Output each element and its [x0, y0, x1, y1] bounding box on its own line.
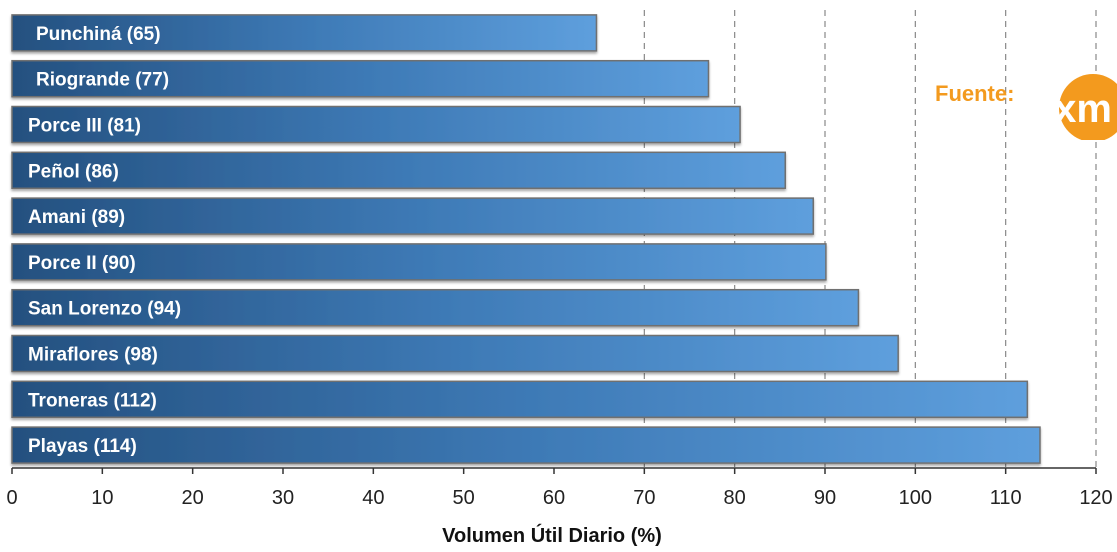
bar-label-9: Playas (114) — [28, 436, 137, 457]
x-tick-label-30: 30 — [272, 487, 294, 509]
bar-3 — [11, 151, 787, 190]
x-axis-title: Volumen Útil Diario (%) — [442, 523, 662, 547]
bar-5 — [11, 243, 827, 281]
source-label: Fuente: — [935, 81, 1015, 106]
bar-1 — [11, 59, 710, 98]
bar-label-1: Riogrande (77) — [36, 70, 169, 91]
bar-label-8: Troneras (112) — [28, 390, 157, 411]
bar-8 — [11, 380, 1029, 419]
x-tick-label-10: 10 — [91, 487, 113, 509]
bar-4 — [11, 197, 815, 235]
x-tick-label-70: 70 — [633, 487, 655, 509]
x-tick-label-50: 50 — [453, 487, 475, 509]
bar-label-4: Amani (89) — [28, 207, 125, 228]
bar-label-3: Peñol (86) — [28, 161, 119, 182]
bar-2 — [11, 105, 741, 144]
bar-label-0: Punchiná (65) — [36, 24, 161, 45]
x-tick-label-100: 100 — [899, 487, 932, 509]
bar-label-7: Miraflores (98) — [28, 345, 158, 366]
bar-9 — [11, 426, 1041, 464]
xm-logo: xm — [1054, 74, 1117, 140]
x-tick-label-60: 60 — [543, 487, 565, 509]
x-tick-label-40: 40 — [362, 487, 384, 509]
x-tick-label-80: 80 — [724, 487, 746, 509]
x-tick-label-20: 20 — [182, 487, 204, 509]
x-axis: 0 10 20 30 40 50 60 70 80 90 100 110 120 — [6, 467, 1113, 509]
x-tick-label-0: 0 — [6, 487, 17, 509]
x-tick-label-90: 90 — [814, 487, 836, 509]
bar-6 — [11, 288, 860, 327]
bar-7 — [11, 334, 899, 373]
x-tick-label-120: 120 — [1079, 487, 1112, 509]
svg-text:xm: xm — [1054, 87, 1112, 131]
bar-label-6: San Lorenzo (94) — [28, 299, 181, 320]
bar-label-2: Porce III (81) — [28, 116, 141, 137]
bars: Punchiná (65) Riogrande (77) Porce III (81… — [11, 14, 1041, 464]
x-tick-label-110: 110 — [990, 487, 1022, 509]
bar-label-5: Porce II (90) — [28, 253, 136, 274]
bar-0 — [11, 14, 598, 52]
